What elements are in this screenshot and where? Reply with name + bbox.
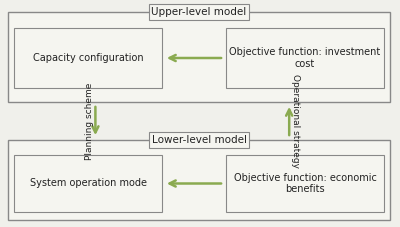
FancyBboxPatch shape: [14, 155, 162, 212]
Text: System operation mode: System operation mode: [30, 178, 146, 188]
Text: Capacity configuration: Capacity configuration: [33, 53, 143, 63]
Text: Upper-level model: Upper-level model: [151, 7, 247, 17]
FancyBboxPatch shape: [226, 155, 384, 212]
FancyBboxPatch shape: [14, 28, 162, 88]
Text: Planning scheme: Planning scheme: [85, 82, 94, 160]
Text: Lower-level model: Lower-level model: [152, 135, 246, 145]
Text: Objective function: investment
cost: Objective function: investment cost: [229, 47, 381, 69]
Text: Operational strategy: Operational strategy: [291, 74, 300, 168]
FancyBboxPatch shape: [226, 28, 384, 88]
FancyBboxPatch shape: [8, 12, 390, 102]
Text: Objective function: economic
benefits: Objective function: economic benefits: [234, 173, 376, 194]
FancyBboxPatch shape: [8, 140, 390, 220]
